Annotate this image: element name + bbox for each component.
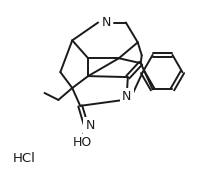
Text: N: N bbox=[101, 16, 111, 29]
Text: HCl: HCl bbox=[13, 152, 36, 165]
Text: HO: HO bbox=[72, 136, 92, 149]
Text: N: N bbox=[122, 90, 131, 103]
Text: N: N bbox=[85, 119, 95, 132]
